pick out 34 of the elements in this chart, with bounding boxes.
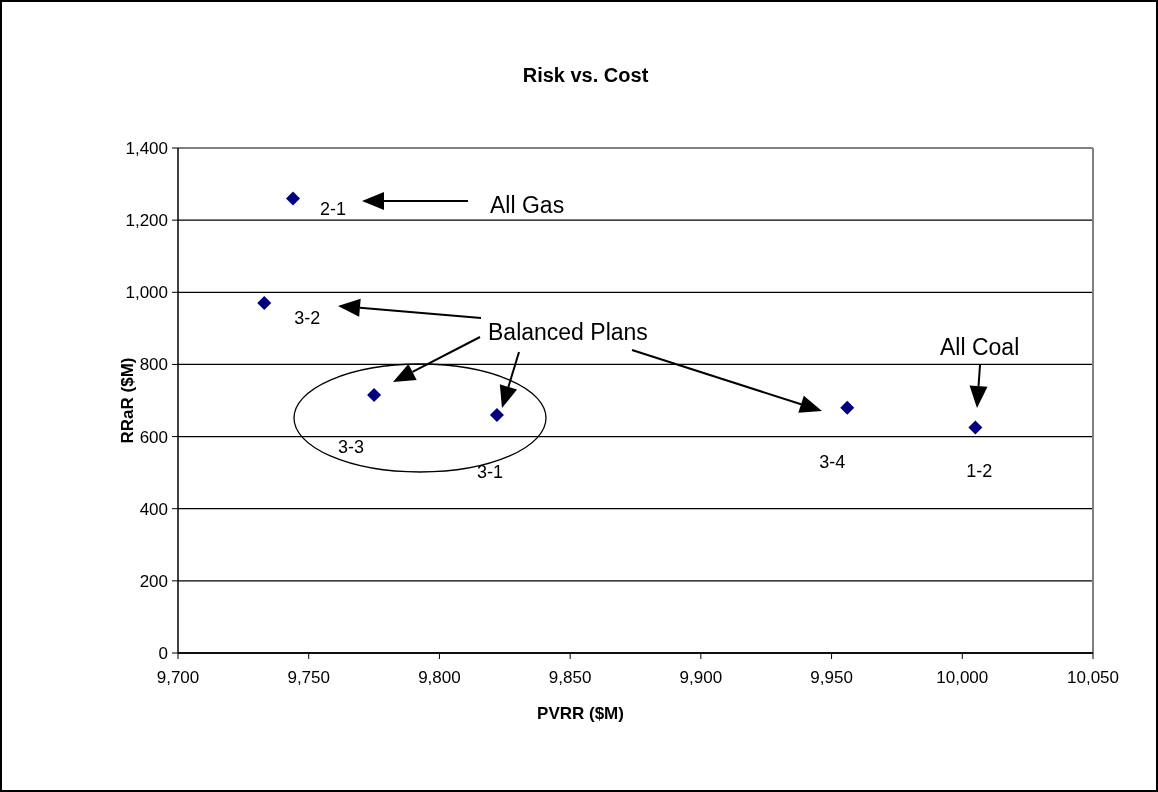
x-tick-label: 10,000 xyxy=(936,668,989,687)
annotation: 2-1 xyxy=(320,198,347,219)
x-axis-title: PVRR ($M) xyxy=(537,704,624,723)
annotation: 3-1 xyxy=(476,461,503,482)
point xyxy=(968,420,983,435)
y-tick-label: 1,000 xyxy=(125,283,168,303)
x-tick-label: 9,750 xyxy=(287,668,330,687)
point xyxy=(286,191,301,206)
point xyxy=(257,296,272,311)
y-tick-label: 600 xyxy=(139,427,168,447)
x-tick-label: 9,900 xyxy=(679,668,723,687)
annotation: All Gas xyxy=(490,192,565,218)
x-tick-label: 9,700 xyxy=(156,668,200,687)
y-tick-label: 0 xyxy=(158,643,168,663)
x-tick-label: 10,050 xyxy=(1067,668,1119,687)
point xyxy=(367,388,382,403)
point xyxy=(840,400,855,415)
y-tick-label: 800 xyxy=(139,355,168,375)
annotation: 3-4 xyxy=(819,451,846,472)
annotation: Balanced Plans xyxy=(488,319,648,345)
y-tick-label: 200 xyxy=(139,571,168,591)
y-axis-title: RRaR ($M) xyxy=(118,357,137,444)
y-tick-label: 400 xyxy=(139,499,168,519)
point xyxy=(489,407,504,422)
chart-title: Risk vs. Cost xyxy=(522,64,649,86)
x-tick-label: 9,800 xyxy=(418,668,461,687)
annotation: 3-2 xyxy=(294,308,321,329)
annotation: 3-3 xyxy=(338,437,365,458)
x-tick-label: 9,850 xyxy=(548,668,592,687)
annotation: All Coal xyxy=(940,334,1020,360)
y-tick-label: 1,200 xyxy=(125,211,168,231)
annotation: 1-2 xyxy=(966,460,993,481)
y-tick-label: 1,400 xyxy=(125,138,168,158)
x-tick-label: 9,950 xyxy=(810,668,853,687)
